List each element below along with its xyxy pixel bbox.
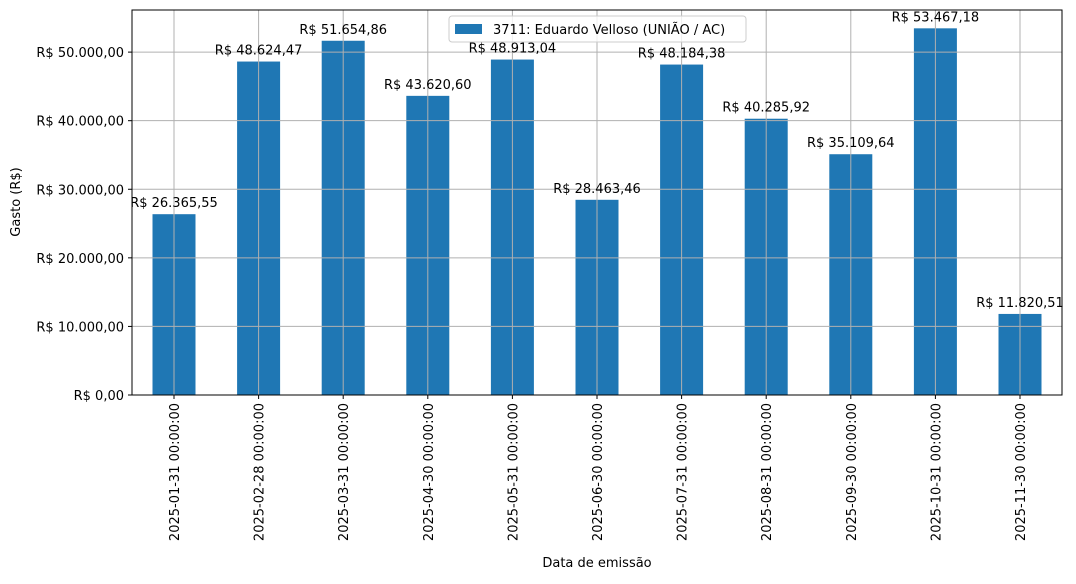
legend: 3711: Eduardo Velloso (UNIÃO / AC) (448, 15, 747, 43)
x-tick-label: 2025-05-31 00:00:00 (506, 403, 521, 541)
plot-frame (131, 9, 1063, 396)
data-label: R$ 43.620,60 (384, 78, 472, 93)
x-tick-label: 2025-06-30 00:00:00 (591, 403, 606, 541)
y-tick-label: R$ 20.000,00 (36, 252, 124, 267)
y-tick-label: R$ 0,00 (74, 389, 124, 404)
y-tick-label: R$ 50.000,00 (36, 46, 124, 61)
x-tick-label: 2025-07-31 00:00:00 (676, 403, 691, 541)
x-tick-label: 2025-11-30 00:00:00 (1014, 403, 1029, 541)
data-label: R$ 26.365,55 (130, 196, 218, 211)
legend-label: 3711: Eduardo Velloso (UNIÃO / AC) (493, 22, 725, 38)
data-label: R$ 11.820,51 (976, 296, 1064, 311)
data-label: R$ 48.184,38 (638, 47, 726, 62)
data-label: R$ 48.624,47 (215, 44, 303, 59)
y-tick-label: R$ 10.000,00 (36, 320, 124, 335)
data-label: R$ 28.463,46 (553, 182, 641, 197)
y-tick-label: R$ 30.000,00 (36, 183, 124, 198)
x-tick-label: 2025-02-28 00:00:00 (253, 403, 268, 541)
x-tick-label: 2025-09-30 00:00:00 (845, 403, 860, 541)
x-tick-label: 2025-08-31 00:00:00 (760, 403, 775, 541)
x-tick-label: 2025-10-31 00:00:00 (929, 403, 944, 541)
legend-swatch (455, 24, 482, 34)
x-tick-label: 2025-04-30 00:00:00 (422, 403, 437, 541)
data-label: R$ 48.913,04 (469, 42, 557, 57)
data-label: R$ 51.654,86 (299, 23, 387, 38)
y-tick-label: R$ 40.000,00 (36, 115, 124, 130)
data-label: R$ 53.467,18 (892, 10, 980, 25)
data-label: R$ 40.285,92 (722, 101, 810, 116)
x-tick-label: 2025-03-31 00:00:00 (337, 403, 352, 541)
x-axis-label: Data de emissão (542, 556, 651, 571)
x-tick-label: 2025-01-31 00:00:00 (168, 403, 183, 541)
y-axis-label: Gasto (R$) (9, 167, 24, 236)
data-label: R$ 35.109,64 (807, 136, 895, 151)
